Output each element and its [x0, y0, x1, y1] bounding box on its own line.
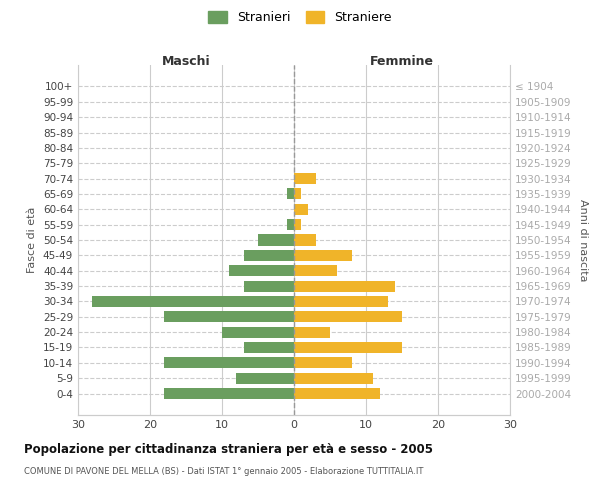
Bar [164, 358, 294, 368]
Bar [294, 204, 308, 215]
Bar [294, 358, 352, 368]
Bar [92, 296, 294, 307]
Bar [294, 234, 316, 246]
Bar [294, 173, 316, 184]
Bar [294, 265, 337, 276]
Bar [294, 388, 380, 399]
Text: Maschi: Maschi [161, 55, 211, 68]
Y-axis label: Anni di nascita: Anni di nascita [578, 198, 588, 281]
Bar [294, 312, 402, 322]
Bar [294, 342, 402, 353]
Bar [244, 250, 294, 261]
Text: Popolazione per cittadinanza straniera per età e sesso - 2005: Popolazione per cittadinanza straniera p… [24, 442, 433, 456]
Bar [294, 372, 373, 384]
Bar [258, 234, 294, 246]
Bar [294, 219, 301, 230]
Bar [244, 280, 294, 291]
Bar [294, 296, 388, 307]
Bar [164, 388, 294, 399]
Bar [287, 188, 294, 200]
Bar [294, 280, 395, 291]
Bar [287, 219, 294, 230]
Text: COMUNE DI PAVONE DEL MELLA (BS) - Dati ISTAT 1° gennaio 2005 - Elaborazione TUTT: COMUNE DI PAVONE DEL MELLA (BS) - Dati I… [24, 468, 424, 476]
Text: Femmine: Femmine [370, 55, 434, 68]
Bar [294, 250, 352, 261]
Legend: Stranieri, Straniere: Stranieri, Straniere [208, 11, 392, 24]
Bar [244, 342, 294, 353]
Bar [229, 265, 294, 276]
Y-axis label: Fasce di età: Fasce di età [28, 207, 37, 273]
Bar [164, 312, 294, 322]
Bar [294, 188, 301, 200]
Bar [222, 326, 294, 338]
Bar [294, 326, 330, 338]
Bar [236, 372, 294, 384]
